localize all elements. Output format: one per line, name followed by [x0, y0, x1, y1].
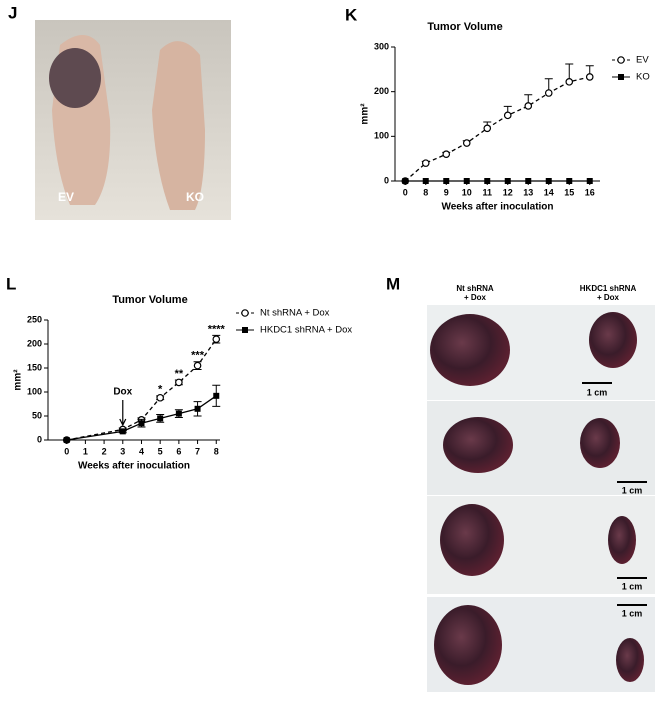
tumor-photos [427, 305, 655, 692]
x-tick-label: 16 [585, 187, 595, 197]
marker [586, 178, 593, 184]
x-tick-label: 8 [423, 187, 428, 197]
marker [421, 159, 430, 167]
y-axis-label: mm² [13, 369, 24, 391]
y-tick-label: 100 [374, 131, 389, 141]
panel-label: K [345, 5, 358, 24]
marker [524, 102, 533, 110]
significance: ** [175, 368, 184, 380]
marker [544, 89, 553, 97]
y-tick-label: 50 [32, 410, 42, 420]
marker [462, 139, 471, 147]
marker [402, 178, 409, 184]
x-tick-label: 14 [544, 187, 554, 197]
y-tick-label: 0 [384, 175, 389, 185]
marker [63, 437, 70, 443]
marker [484, 178, 491, 184]
legend-label: KO [636, 72, 650, 83]
y-tick-label: 150 [27, 362, 42, 372]
y-tick-label: 250 [27, 314, 42, 324]
marker [565, 78, 574, 86]
marker [585, 73, 594, 81]
significance: **** [208, 323, 226, 335]
annotation-arrow [119, 400, 127, 427]
x-axis-label: Weeks after inoculation [78, 461, 190, 472]
x-tick-label: 2 [102, 446, 107, 456]
marker [545, 178, 552, 184]
marker [175, 378, 183, 387]
x-tick-label: 7 [195, 446, 200, 456]
mouse-photo: EV KO [35, 20, 231, 220]
photo-label: EV [58, 190, 74, 204]
marker [241, 309, 249, 317]
marker [483, 124, 492, 133]
marker [618, 74, 624, 80]
y-tick-label: 200 [374, 86, 389, 96]
x-tick-label: 12 [503, 187, 513, 197]
marker [138, 420, 145, 427]
marker [617, 56, 625, 64]
marker [442, 150, 451, 159]
x-tick-label: 10 [462, 187, 472, 197]
x-tick-label: 5 [158, 446, 163, 456]
x-axis-label: Weeks after inoculation [441, 202, 553, 213]
panel-label: L [6, 274, 16, 293]
marker [504, 178, 511, 184]
marker [525, 178, 532, 184]
significance: * [158, 384, 163, 396]
marker [422, 178, 429, 184]
x-tick-label: 13 [523, 187, 533, 197]
column-header: HKDC1 shRNA [580, 284, 637, 293]
column-header: + Dox [597, 293, 620, 302]
y-tick-label: 0 [37, 434, 42, 444]
significance: *** [191, 350, 205, 362]
x-tick-label: 1 [83, 446, 88, 456]
legend-label: Nt shRNA + Dox [260, 308, 330, 319]
marker [156, 393, 164, 402]
y-tick-label: 200 [27, 338, 42, 348]
y-axis-label: mm² [360, 103, 371, 125]
panel-label: M [386, 274, 400, 293]
series-line [404, 76, 590, 182]
marker [212, 335, 221, 344]
x-tick-label: 11 [482, 187, 492, 197]
column-header: + Dox [464, 293, 487, 302]
x-tick-label: 9 [444, 187, 449, 197]
y-tick-label: 100 [27, 386, 42, 396]
column-header: Nt shRNA [456, 284, 494, 293]
chart-title: Tumor Volume [427, 21, 502, 33]
panel-label: J [8, 3, 17, 22]
x-tick-label: 8 [214, 446, 219, 456]
marker [503, 111, 512, 120]
marker [242, 327, 248, 333]
marker [175, 410, 182, 417]
scale-bar-label: 1 cm [622, 581, 643, 591]
marker [157, 415, 164, 422]
annotation: Dox [113, 387, 132, 398]
marker [193, 361, 202, 370]
x-tick-label: 3 [120, 446, 125, 456]
legend-label: EV [636, 55, 649, 66]
chart-title: Tumor Volume [112, 294, 187, 306]
x-tick-label: 6 [176, 446, 181, 456]
photo-label: KO [186, 190, 204, 204]
scale-bar-label: 1 cm [622, 485, 643, 495]
scale-bar-label: 1 cm [587, 387, 608, 397]
x-tick-label: 15 [564, 187, 574, 197]
x-tick-label: 0 [64, 446, 69, 456]
legend-label: HKDC1 shRNA + Dox [260, 325, 352, 336]
marker [463, 178, 470, 184]
scale-bar-label: 1 cm [622, 608, 643, 618]
marker [443, 178, 450, 184]
x-tick-label: 0 [403, 187, 408, 197]
y-tick-label: 300 [374, 41, 389, 51]
marker [119, 428, 126, 435]
marker [213, 392, 220, 399]
marker [566, 178, 573, 184]
x-tick-label: 4 [139, 446, 144, 456]
marker [194, 405, 201, 412]
